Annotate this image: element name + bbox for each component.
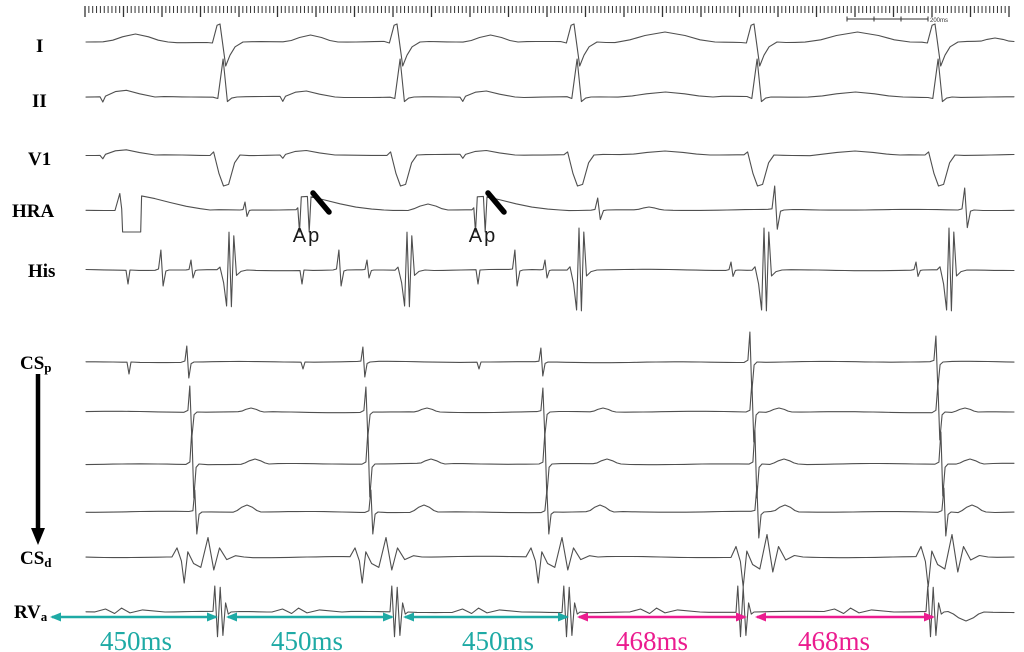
cs-arrow-head <box>31 528 45 545</box>
interval-measurement: 468ms <box>755 612 935 652</box>
interval-arrowhead-left <box>403 612 414 622</box>
interval-arrowhead-right <box>383 612 394 622</box>
channel-CS3 <box>85 429 1015 499</box>
trace-I <box>85 23 1015 67</box>
channel-label-RVa: RVa <box>14 602 48 624</box>
interval-label: 468ms <box>798 626 870 652</box>
interval-label: 450ms <box>462 626 534 652</box>
channel-II: II <box>32 58 1015 112</box>
interval-arrowhead-right <box>736 612 747 622</box>
channel-label-V1: V1 <box>28 149 51 170</box>
interval-arrowhead-right <box>558 612 569 622</box>
trace-V1 <box>85 149 1015 187</box>
interval-arrowhead-left <box>755 612 766 622</box>
channel-CSp: CSp <box>20 331 1015 393</box>
interval-measurement: 468ms <box>577 612 747 652</box>
interval-arrowhead-left <box>577 612 588 622</box>
channel-label-CSp: CSp <box>20 353 52 375</box>
trace-II <box>85 58 1015 103</box>
interval-label: 450ms <box>100 626 172 652</box>
timescale-ruler-minor-ticks <box>88 6 1006 13</box>
channel-CS4 <box>85 485 1015 539</box>
scale-bar: 200ms <box>846 16 948 24</box>
interval-measurement: 450ms <box>403 612 569 652</box>
trace-CSp <box>85 331 1015 393</box>
channel-RVa: RVa <box>14 585 1015 638</box>
channel-I: I <box>36 23 1015 67</box>
scale-bar-label: 200ms <box>930 18 948 24</box>
pacing-tick-mark <box>310 190 332 215</box>
trace-CS4 <box>85 485 1015 539</box>
trace-CSd <box>85 533 1015 588</box>
trace-RVa <box>85 585 1015 638</box>
interval-label: 468ms <box>616 626 688 652</box>
pacing-tick-mark <box>485 190 507 215</box>
interval-arrowhead-right <box>207 612 218 622</box>
channel-label-His: His <box>28 261 55 282</box>
trace-His <box>85 227 1015 312</box>
channel-CS2 <box>85 381 1015 443</box>
channel-label-CSd: CSd <box>20 548 52 570</box>
trace-HRA <box>85 185 1015 233</box>
interval-measurement: 450ms <box>50 612 218 652</box>
channel-HRA: HRA <box>12 185 1015 233</box>
interval-measurement: 450ms <box>226 612 394 652</box>
interval-label: 450ms <box>271 626 343 652</box>
interval-arrowhead-right <box>924 612 935 622</box>
pacing-label-ap: Ap <box>293 225 321 247</box>
timescale-ruler-major-ticks <box>84 6 1010 17</box>
trace-CS2 <box>85 381 1015 443</box>
cs-direction-arrow <box>31 374 45 545</box>
pacing-label-ap: Ap <box>469 225 497 247</box>
channel-label-II: II <box>32 91 47 112</box>
channel-V1: V1 <box>28 149 1015 187</box>
channel-His: His <box>28 227 1015 312</box>
trace-CS3 <box>85 429 1015 499</box>
channel-CSd: CSd <box>20 533 1015 588</box>
interval-arrowhead-left <box>50 612 61 622</box>
interval-arrowhead-left <box>226 612 237 622</box>
channel-label-HRA: HRA <box>12 201 55 222</box>
channel-label-I: I <box>36 36 43 57</box>
